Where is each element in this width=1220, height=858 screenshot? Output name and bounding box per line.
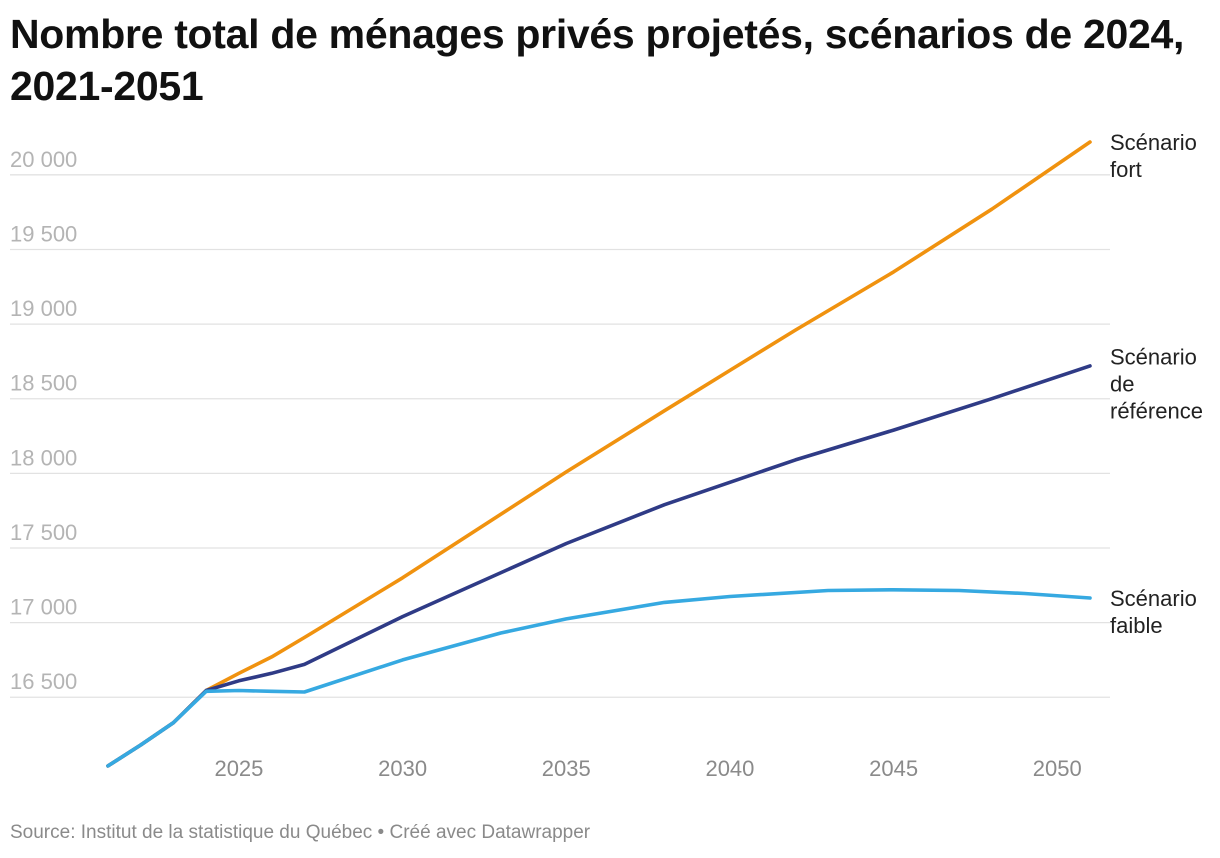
- x-axis-tick-labels: 2025 2030 2035 2040 2045 2050: [214, 756, 1081, 781]
- series-line: [106, 364, 1092, 768]
- y-tick-label: 18 500: [10, 371, 77, 396]
- x-tick-label: 2025: [214, 756, 263, 781]
- x-tick-label: 2050: [1033, 756, 1082, 781]
- series-label-line: fort: [1110, 157, 1142, 182]
- series-label-line: Scénario: [1110, 586, 1197, 611]
- source-note: Source: Institut de la statistique du Qu…: [10, 822, 591, 843]
- y-axis-tick-labels: 16 500 17 000 17 500 18 000 18 500 19 000 19 5…: [10, 147, 77, 694]
- series-label: Scénario faible: [1110, 586, 1197, 638]
- series-label-line: référence: [1110, 398, 1203, 423]
- series-lines: [106, 140, 1092, 768]
- y-tick-label: 18 000: [10, 445, 77, 470]
- series-label: Scénario de référence: [1110, 344, 1203, 423]
- series-line: [106, 140, 1092, 768]
- y-tick-label: 20 000: [10, 147, 77, 172]
- series-label: Scénario fort: [1110, 130, 1197, 182]
- y-tick-label: 16 500: [10, 669, 77, 694]
- y-tick-label: 17 500: [10, 520, 77, 545]
- x-tick-label: 2035: [542, 756, 591, 781]
- series-line: [106, 587, 1092, 768]
- series-label-line: Scénario: [1110, 344, 1197, 369]
- y-tick-label: 17 000: [10, 595, 77, 620]
- x-tick-label: 2045: [869, 756, 918, 781]
- series-label-line: de: [1110, 371, 1134, 396]
- x-tick-label: 2040: [705, 756, 754, 781]
- chart-title: Nombre total de ménages privés projetés,…: [10, 11, 1185, 109]
- series-label-line: Scénario: [1110, 130, 1197, 155]
- y-tick-label: 19 000: [10, 296, 77, 321]
- y-tick-label: 19 500: [10, 221, 77, 246]
- series-label-line: faible: [1110, 613, 1163, 638]
- x-tick-label: 2030: [378, 756, 427, 781]
